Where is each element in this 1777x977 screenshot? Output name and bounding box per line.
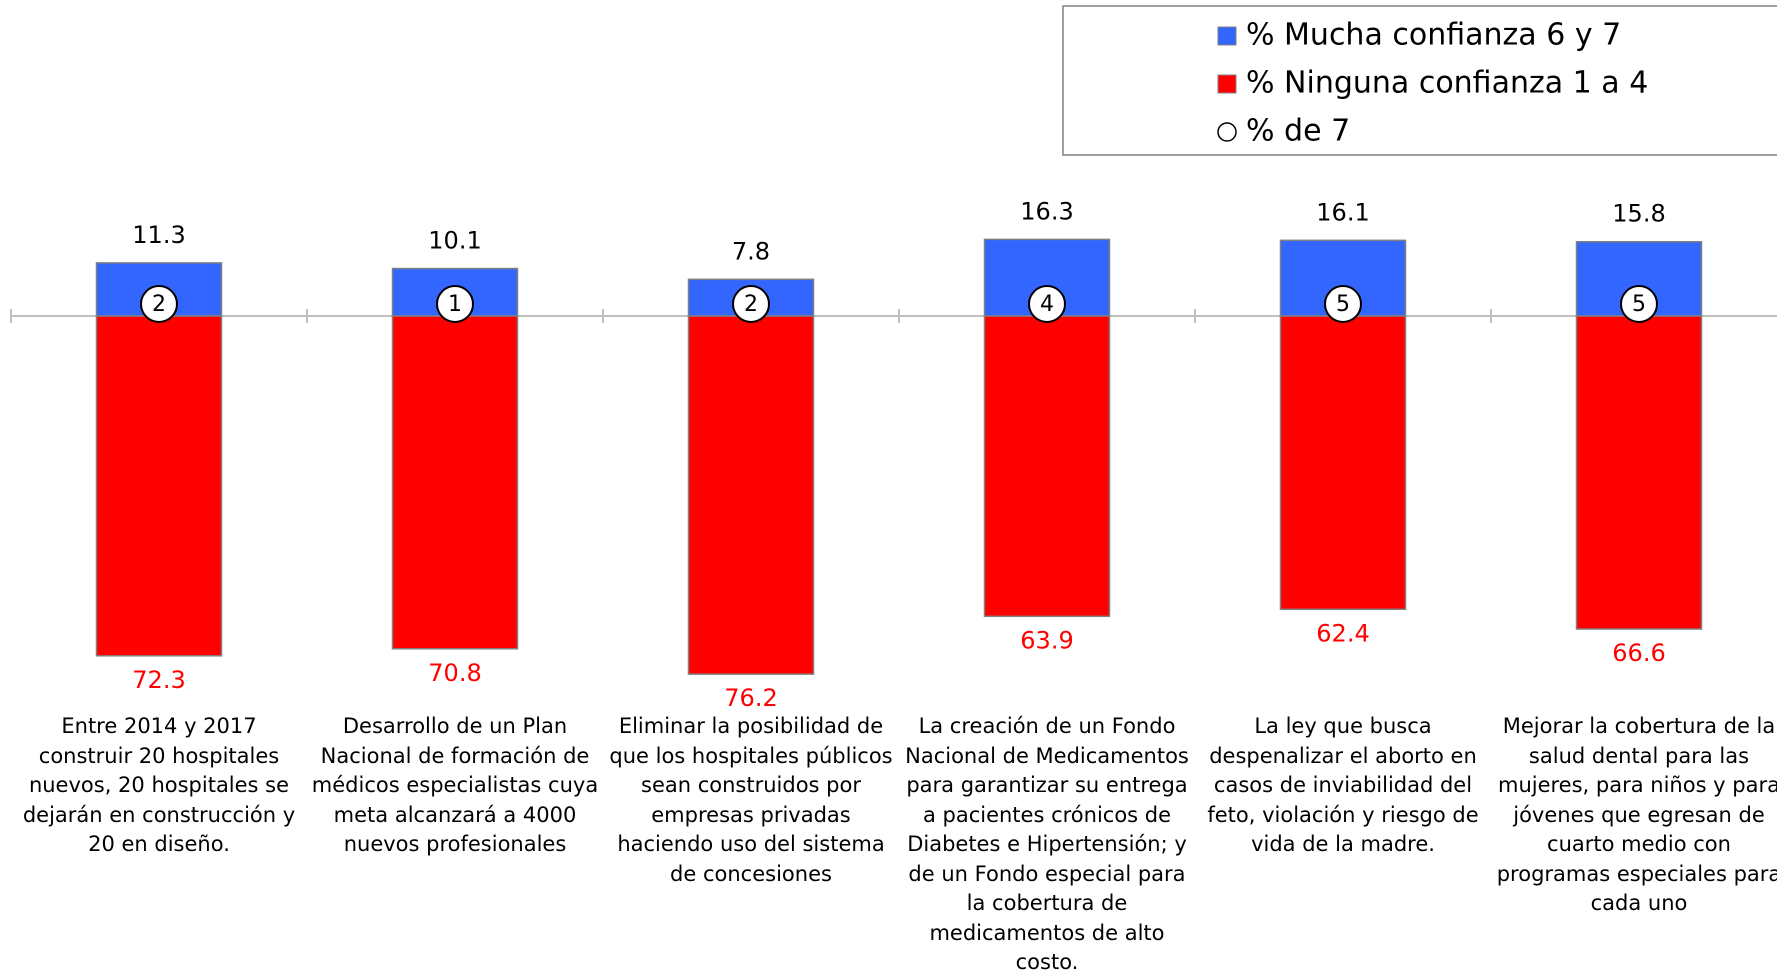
bar-ninguna	[687, 315, 815, 675]
dot-marker	[436, 285, 474, 323]
category-label: Entre 2014 y 2017 construir 20 hospitale…	[22, 714, 296, 856]
value-label: 62.4	[1316, 619, 1369, 647]
category-label: Eliminar la posibilidad de que los hospi…	[609, 714, 893, 886]
value-label: 16.1	[1316, 198, 1369, 226]
value-label: 76.2	[724, 684, 777, 712]
value-label: 66.6	[1612, 639, 1665, 667]
legend-swatch	[1217, 122, 1237, 142]
bar-ninguna	[1575, 315, 1703, 630]
legend-label: % Mucha confianza 6 y 7	[1246, 18, 1621, 53]
value-label: 70.8	[428, 659, 481, 687]
value-label: 7.8	[732, 237, 770, 265]
bar-ninguna	[1279, 315, 1407, 611]
value-label: 63.9	[1020, 626, 1073, 654]
dot-label: 5	[1632, 292, 1646, 317]
dot-marker	[1028, 285, 1066, 323]
category-label: Mejorar la cobertura de la salud dental …	[1496, 714, 1777, 915]
bar-ninguna	[983, 315, 1111, 618]
dot-label: 4	[1040, 292, 1054, 317]
legend-box	[1062, 5, 1777, 156]
value-label: 72.3	[132, 666, 185, 694]
category-label: Desarrollo de un Plan Nacional de formac…	[311, 714, 599, 856]
legend-swatch	[1217, 26, 1237, 46]
category-label: La creación de un Fondo Nacional de Medi…	[905, 714, 1189, 974]
value-label: 16.3	[1020, 197, 1073, 225]
dot-marker	[1324, 285, 1362, 323]
category-label: La ley que busca despenalizar el aborto …	[1207, 714, 1479, 856]
value-label: 10.1	[428, 227, 481, 255]
dot-marker	[140, 285, 178, 323]
legend-label: % Ninguna confianza 1 a 4	[1246, 66, 1648, 101]
dot-label: 2	[152, 292, 166, 317]
dot-marker	[732, 285, 770, 323]
dot-marker	[1620, 285, 1658, 323]
bar-ninguna	[391, 315, 519, 650]
dot-label: 5	[1336, 292, 1350, 317]
legend-label: % de 7	[1246, 114, 1350, 149]
bar-ninguna	[95, 315, 223, 657]
value-label: 11.3	[132, 221, 185, 249]
dot-label: 1	[448, 292, 462, 317]
legend-swatch	[1217, 74, 1237, 94]
value-label: 15.8	[1612, 200, 1665, 228]
dot-label: 2	[744, 292, 758, 317]
